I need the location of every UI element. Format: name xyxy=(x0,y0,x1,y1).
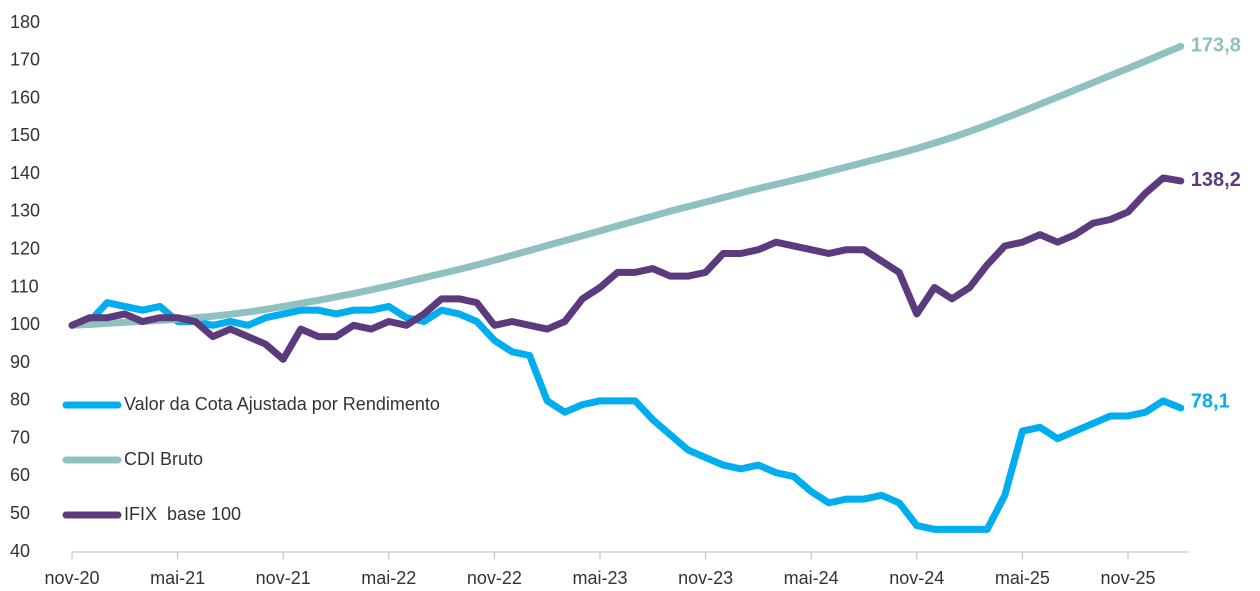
y-tick-label: 130 xyxy=(10,201,40,221)
value-label: 138,2 xyxy=(1191,169,1241,191)
y-tick-label: 160 xyxy=(10,87,40,107)
x-tick-label: nov-23 xyxy=(678,568,733,588)
x-tick-label: nov-21 xyxy=(256,568,311,588)
y-tick-label: 180 xyxy=(10,12,40,32)
y-tick-label: 170 xyxy=(10,50,40,70)
series-line xyxy=(68,174,1185,363)
x-tick-label: nov-24 xyxy=(889,568,944,588)
x-tick-label: nov-20 xyxy=(44,568,99,588)
y-tick-label: 110 xyxy=(10,276,39,296)
x-tick-label: nov-22 xyxy=(467,568,522,588)
x-tick-label: mai-25 xyxy=(995,568,1050,588)
y-tick-label: 150 xyxy=(10,125,40,145)
series-line xyxy=(68,299,1185,533)
y-tick-label: 50 xyxy=(10,503,30,523)
y-tick-label: 60 xyxy=(10,465,30,485)
legend-label: CDI Bruto xyxy=(124,449,203,469)
y-tick-label: 100 xyxy=(10,314,40,334)
x-tick-label: mai-22 xyxy=(361,568,416,588)
series-line xyxy=(68,42,1185,329)
y-tick-label: 140 xyxy=(10,163,40,183)
legend-label: Valor da Cota Ajustada por Rendimento xyxy=(124,394,440,414)
y-tick-label: 70 xyxy=(10,427,30,447)
y-tick-label: 90 xyxy=(10,352,30,372)
x-tick-label: mai-24 xyxy=(784,568,839,588)
value-label: 78,1 xyxy=(1191,390,1230,412)
y-tick-label: 80 xyxy=(10,390,30,410)
x-tick-label: nov-25 xyxy=(1100,568,1155,588)
y-tick-label: 40 xyxy=(10,541,30,561)
x-tick-label: mai-23 xyxy=(572,568,627,588)
value-label: 173,8 xyxy=(1191,35,1241,57)
y-tick-label: 120 xyxy=(10,238,40,258)
legend-label: IFIX base 100 xyxy=(124,504,241,524)
x-tick-label: mai-21 xyxy=(150,568,205,588)
